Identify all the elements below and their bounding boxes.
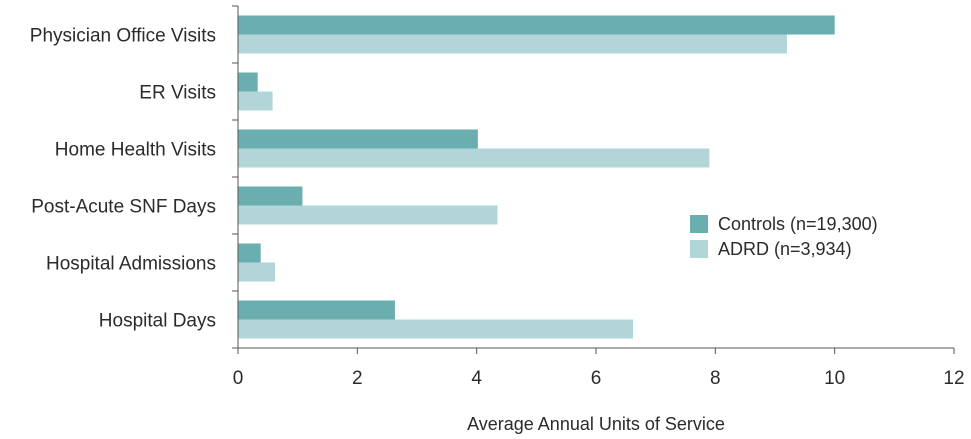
category-label: Post-Acute SNF Days [31, 197, 216, 218]
bar-adrd-3 [238, 205, 498, 225]
bar-controls-1 [238, 72, 258, 92]
bar-controls-4 [238, 243, 261, 263]
x-tick-label: 4 [471, 368, 482, 389]
legend-swatch-controls [690, 215, 708, 233]
x-tick-label: 2 [352, 368, 363, 389]
x-tick-label: 0 [233, 368, 244, 389]
bar-adrd-1 [238, 91, 273, 111]
legend-swatch-adrd [690, 240, 708, 258]
category-label: ER Visits [139, 83, 216, 104]
x-tick-label: 6 [591, 368, 602, 389]
category-label: Hospital Days [99, 311, 216, 332]
x-tick-label: 10 [824, 368, 845, 389]
bar-adrd-5 [238, 319, 633, 339]
category-label: Hospital Admissions [46, 254, 216, 275]
bar-controls-5 [238, 300, 395, 320]
bar-adrd-0 [238, 34, 787, 54]
axes: 0 2 4 6 8 10 12 [232, 5, 965, 389]
x-axis-title: Average Annual Units of Service [467, 414, 725, 434]
category-labels: Physician Office Visits ER Visits Home Hea… [30, 26, 216, 332]
x-tick-label: 12 [943, 368, 964, 389]
category-label: Physician Office Visits [30, 26, 216, 47]
x-tick-label: 8 [710, 368, 721, 389]
bar-controls-2 [238, 129, 478, 149]
bar-controls-3 [238, 186, 303, 206]
category-label: Home Health Visits [55, 140, 216, 161]
bar-controls-0 [238, 15, 835, 35]
legend-label-controls: Controls (n=19,300) [718, 214, 878, 234]
legend: Controls (n=19,300) ADRD (n=3,934) [690, 214, 878, 259]
bar-adrd-2 [238, 148, 710, 168]
legend-label-adrd: ADRD (n=3,934) [718, 239, 852, 259]
bars-group [238, 15, 835, 339]
bar-adrd-4 [238, 262, 275, 282]
